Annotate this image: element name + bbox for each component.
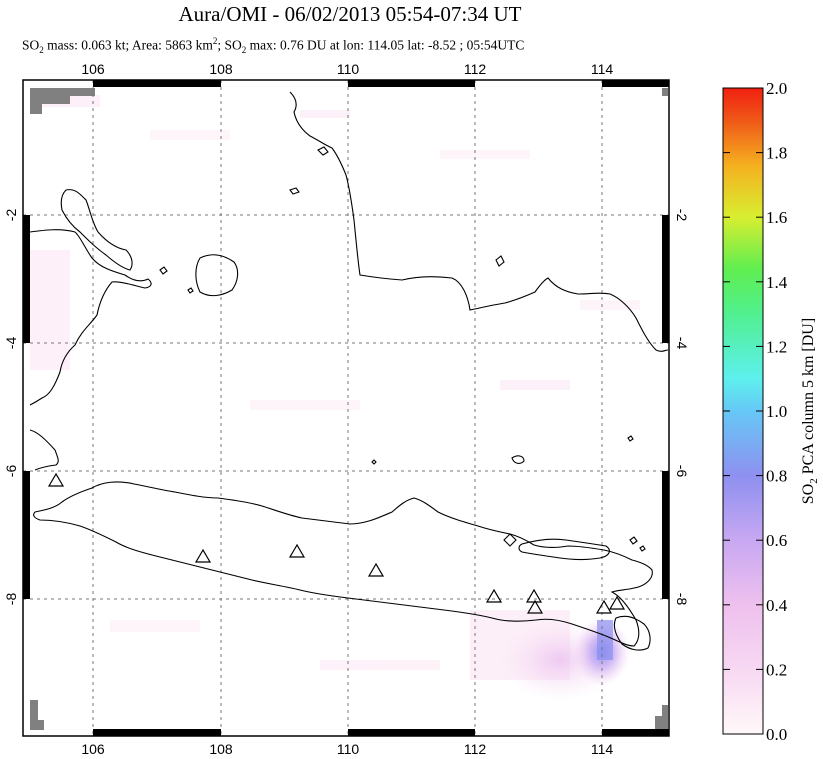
lat-tick-label: -4 xyxy=(674,337,690,350)
volcano-marker xyxy=(367,562,385,577)
map-border xyxy=(22,79,670,737)
lat-ticks-right: -2 -4 -6 -8 xyxy=(674,209,690,606)
colorbar-labels: 2.0 1.8 1.6 1.4 1.2 1.0 0.8 0.6 0.4 0.2 … xyxy=(766,79,788,744)
volcano-markers xyxy=(47,472,626,614)
lat-ticks-left: -2 -4 -6 -8 xyxy=(3,209,19,606)
lon-tick-label: 110 xyxy=(337,61,360,77)
lat-tick-label: -6 xyxy=(3,465,19,478)
colorbar-label: 1.2 xyxy=(766,337,787,356)
lat-tick-label: -8 xyxy=(3,593,19,606)
grid-lines xyxy=(23,80,669,736)
lon-tick-label: 106 xyxy=(81,741,105,757)
lat-tick-label: -2 xyxy=(3,209,19,222)
lon-tick-label: 110 xyxy=(337,741,360,757)
lon-ticks-top: 106 108 110 112 114 xyxy=(81,61,613,77)
lon-tick-label: 108 xyxy=(209,61,233,77)
coastlines xyxy=(29,91,669,651)
volcano-marker xyxy=(608,595,626,610)
colorbar-label: 1.6 xyxy=(766,208,787,227)
colorbar-ticks xyxy=(723,87,763,735)
colorbar-label: 1.0 xyxy=(766,402,787,421)
colorbar-title: SO2 PCA column 5 km [DU] xyxy=(800,318,820,504)
lat-tick-label: -6 xyxy=(674,465,690,478)
nodata-corner-br xyxy=(655,705,668,730)
colorbar-label: 0.2 xyxy=(766,660,787,679)
colorbar-label: 0.0 xyxy=(766,725,787,744)
colorbar-label: 0.6 xyxy=(766,531,787,550)
volcano-marker xyxy=(47,472,65,487)
lon-ticks-bottom: 106 108 110 112 114 xyxy=(81,741,613,757)
lon-tick-label: 112 xyxy=(464,61,487,77)
lon-tick-label: 114 xyxy=(591,61,614,77)
volcano-marker xyxy=(485,588,503,603)
map-subtitle: SO2 mass: 0.063 kt; Area: 5863 km2; SO2 … xyxy=(22,36,525,56)
lon-tick-label: 108 xyxy=(209,741,233,757)
volcano-marker xyxy=(194,548,212,563)
colorbar-label: 1.4 xyxy=(766,273,788,292)
colorbar-label: 1.8 xyxy=(766,144,787,163)
lon-tick-label: 112 xyxy=(464,741,487,757)
volcano-marker xyxy=(526,599,544,614)
map-title: Aura/OMI - 06/02/2013 05:54-07:34 UT xyxy=(178,2,522,26)
nodata-corner-tl xyxy=(30,88,95,114)
colorbar-label: 2.0 xyxy=(766,79,787,98)
lat-tick-label: -8 xyxy=(674,593,690,606)
colorbar-label: 0.8 xyxy=(766,467,787,486)
lat-tick-label: -4 xyxy=(3,337,19,350)
colorbar: 2.0 1.8 1.6 1.4 1.2 1.0 0.8 0.6 0.4 0.2 … xyxy=(722,79,820,744)
lat-tick-label: -2 xyxy=(674,209,690,222)
colorbar-label: 0.4 xyxy=(766,596,788,615)
volcano-marker xyxy=(595,599,613,614)
lon-tick-label: 106 xyxy=(81,61,105,77)
nodata-corner-bl xyxy=(30,700,44,730)
volcano-marker xyxy=(288,543,306,558)
nodata-corner-tr xyxy=(662,88,668,96)
lon-tick-label: 114 xyxy=(591,741,614,757)
